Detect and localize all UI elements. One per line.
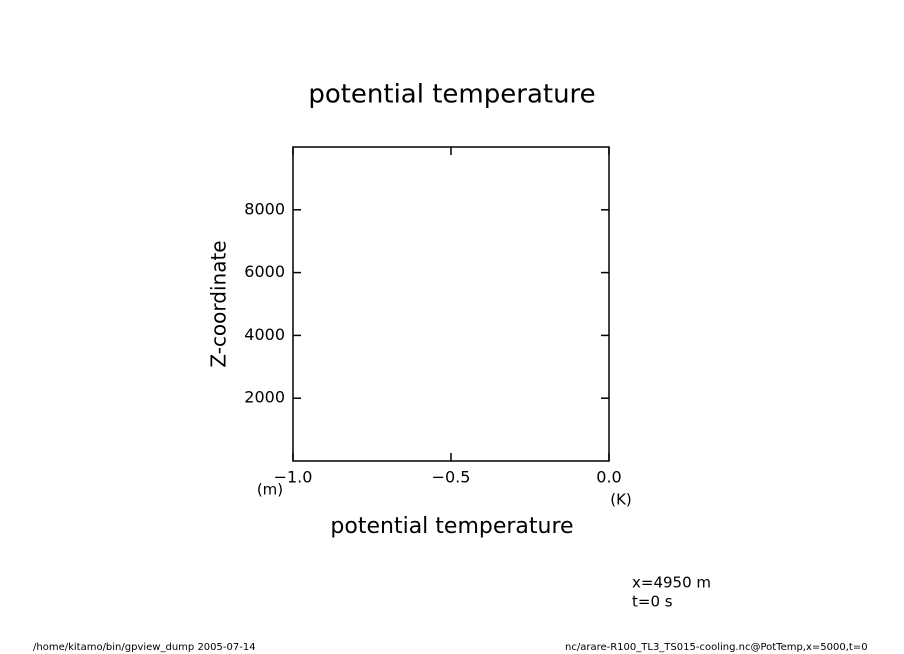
x-tick-label: −1.0 xyxy=(274,468,313,487)
x-unit: (K) xyxy=(610,491,632,509)
y-unit: (m) xyxy=(257,481,283,499)
y-tick-label: 4000 xyxy=(244,325,285,344)
chart-title: potential temperature xyxy=(308,80,595,110)
footer-right: nc/arare-R100_TL3_TS015-cooling.nc@PotTe… xyxy=(565,642,868,653)
plot-frame xyxy=(292,146,610,462)
y-tick-label: 6000 xyxy=(244,262,285,281)
y-tick-label: 2000 xyxy=(244,388,285,407)
x-tick-label: −0.5 xyxy=(432,468,471,487)
annotation: x=4950 m xyxy=(632,574,711,592)
x-tick-label: 0.0 xyxy=(596,468,621,487)
x-axis-label: potential temperature xyxy=(330,514,573,539)
y-axis-label: Z-coordinate xyxy=(207,240,231,367)
annotation: t=0 s xyxy=(632,593,673,611)
footer-left: /home/kitamo/bin/gpview_dump 2005-07-14 xyxy=(33,642,256,653)
y-tick-label: 8000 xyxy=(244,199,285,218)
